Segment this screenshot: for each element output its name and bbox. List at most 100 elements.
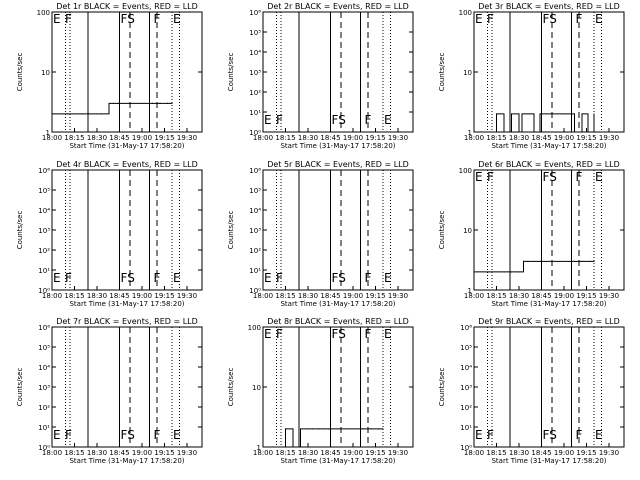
x-tick-label: 18:45 bbox=[531, 449, 551, 457]
y-tick-label: 1 bbox=[468, 129, 472, 137]
x-tick-label: 18:45 bbox=[320, 449, 340, 457]
data-point bbox=[152, 102, 153, 104]
region-label: F bbox=[365, 113, 372, 127]
x-tick-label: 19:00 bbox=[132, 292, 152, 300]
x-tick-label: 19:00 bbox=[343, 449, 363, 457]
y-tick-label: 10³ bbox=[38, 384, 50, 392]
detector-panel-7: Det 7r BLACK = Events, RED = LLD Counts/s… bbox=[16, 317, 203, 465]
y-tick-label: 10⁴ bbox=[38, 207, 50, 215]
region-label: F bbox=[154, 428, 161, 442]
panel-title: Det 4r BLACK = Events, RED = LLD bbox=[56, 160, 198, 169]
data-point bbox=[533, 131, 535, 133]
data-point bbox=[96, 113, 98, 115]
x-tick-label: 19:00 bbox=[554, 292, 574, 300]
data-point bbox=[523, 260, 524, 262]
x-tick-label: 18:15 bbox=[275, 292, 295, 300]
panel-title: Det 2r BLACK = Events, RED = LLD bbox=[267, 2, 409, 11]
x-tick-label: 18:15 bbox=[64, 449, 84, 457]
x-tick-label: 18:30 bbox=[509, 449, 529, 457]
y-tick-label: 10⁵ bbox=[460, 344, 472, 352]
y-tick-label: 10⁶ bbox=[38, 324, 50, 332]
y-axis-label: Counts/sec bbox=[227, 211, 235, 250]
region-label: E bbox=[173, 428, 181, 442]
y-axis-label: Counts/sec bbox=[438, 211, 446, 250]
data-point bbox=[81, 113, 83, 115]
detector-panel-6: Det 6r BLACK = Events, RED = LLD Counts/s… bbox=[438, 160, 625, 308]
y-tick-label: 10 bbox=[252, 384, 261, 392]
y-axis-label: Counts/sec bbox=[438, 368, 446, 407]
x-tick-label: 19:00 bbox=[554, 449, 574, 457]
region-label: F bbox=[276, 113, 283, 127]
region-label: F bbox=[65, 271, 72, 285]
region-label: FS bbox=[332, 113, 346, 127]
data-point bbox=[378, 428, 379, 430]
x-tick-label: 18:45 bbox=[320, 292, 340, 300]
y-tick-label: 10¹ bbox=[249, 109, 261, 117]
data-point bbox=[307, 428, 309, 430]
y-tick-label: 10 bbox=[41, 69, 50, 77]
region-label: FS bbox=[543, 170, 557, 184]
region-label: E bbox=[173, 271, 181, 285]
x-axis-label: Start Time (31-May-17 17:58:20) bbox=[69, 457, 184, 465]
data-point bbox=[113, 102, 114, 104]
y-tick-label: 10⁶ bbox=[38, 167, 50, 175]
y-tick-label: 100 bbox=[459, 167, 472, 175]
x-axis-label: Start Time (31-May-17 17:58:20) bbox=[491, 300, 606, 308]
x-tick-label: 18:15 bbox=[64, 292, 84, 300]
data-point bbox=[503, 271, 505, 273]
data-point bbox=[574, 131, 575, 133]
region-label: FS bbox=[121, 271, 135, 285]
data-point bbox=[171, 102, 173, 104]
data-point bbox=[51, 113, 53, 115]
x-tick-label: 19:00 bbox=[554, 134, 574, 142]
data-point bbox=[496, 113, 497, 115]
y-tick-label: 10² bbox=[249, 89, 261, 97]
y-tick-label: 100 bbox=[459, 9, 472, 17]
region-label: F bbox=[154, 12, 161, 26]
data-point bbox=[300, 428, 301, 430]
data-point bbox=[382, 428, 384, 430]
y-tick-label: 10² bbox=[460, 404, 472, 412]
data-point bbox=[581, 260, 583, 262]
region-label: E bbox=[53, 12, 61, 26]
y-tick-label: 10³ bbox=[460, 384, 472, 392]
y-axis-label: Counts/sec bbox=[227, 368, 235, 407]
data-point bbox=[521, 113, 523, 115]
data-point bbox=[503, 131, 505, 133]
data-point bbox=[370, 428, 372, 430]
region-label: E bbox=[264, 113, 272, 127]
x-tick-label: 19:15 bbox=[365, 292, 385, 300]
y-tick-label: 10⁵ bbox=[38, 187, 50, 195]
y-tick-label: 10⁶ bbox=[460, 324, 472, 332]
region-label: FS bbox=[332, 327, 346, 341]
x-tick-label: 19:15 bbox=[154, 292, 174, 300]
data-point bbox=[108, 102, 110, 104]
y-tick-label: 10³ bbox=[249, 227, 261, 235]
x-tick-label: 18:30 bbox=[509, 134, 529, 142]
panel-title: Det 8r BLACK = Events, RED = LLD bbox=[267, 317, 409, 326]
y-tick-label: 10¹ bbox=[38, 267, 50, 275]
x-tick-label: 18:00 bbox=[42, 449, 62, 457]
data-point bbox=[518, 131, 520, 133]
x-tick-label: 19:30 bbox=[388, 449, 408, 457]
x-tick-label: 18:30 bbox=[298, 449, 318, 457]
panel-title: Det 5r BLACK = Events, RED = LLD bbox=[267, 160, 409, 169]
y-tick-label: 10⁵ bbox=[249, 29, 261, 37]
y-tick-label: 100 bbox=[248, 324, 261, 332]
data-point bbox=[593, 260, 595, 262]
x-tick-label: 19:30 bbox=[177, 292, 197, 300]
x-tick-label: 18:00 bbox=[42, 292, 62, 300]
x-tick-label: 19:00 bbox=[132, 134, 152, 142]
x-axis-label: Start Time (31-May-17 17:58:20) bbox=[280, 457, 395, 465]
x-tick-label: 19:30 bbox=[599, 449, 619, 457]
data-point bbox=[511, 113, 512, 115]
y-tick-label: 10⁴ bbox=[460, 364, 472, 372]
data-point bbox=[285, 428, 286, 430]
x-tick-label: 18:45 bbox=[531, 292, 551, 300]
data-point bbox=[581, 113, 583, 115]
y-tick-label: 10¹ bbox=[38, 424, 50, 432]
y-axis-label: Counts/sec bbox=[16, 53, 24, 92]
y-tick-label: 10 bbox=[463, 69, 472, 77]
y-tick-label: 10⁵ bbox=[38, 344, 50, 352]
